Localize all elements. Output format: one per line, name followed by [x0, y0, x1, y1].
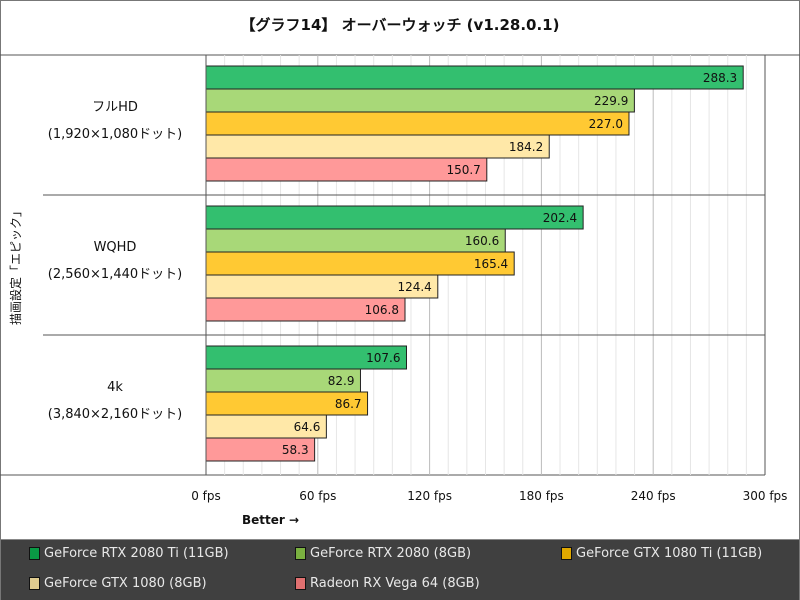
- data-label: 86.7: [335, 397, 362, 411]
- data-label: 229.9: [594, 94, 628, 108]
- legend-swatch: [295, 547, 306, 560]
- legend-swatch: [29, 577, 40, 590]
- x-tick-label: 300 fps: [743, 489, 788, 503]
- legend-label: Radeon RX Vega 64 (8GB): [310, 576, 480, 591]
- legend-swatch: [295, 577, 306, 590]
- legend-item: GeForce GTX 1080 (8GB): [29, 576, 207, 591]
- category-label: 4k: [107, 380, 123, 395]
- legend-item: GeForce RTX 2080 (8GB): [295, 546, 471, 561]
- data-label: 124.4: [397, 280, 431, 294]
- legend-label: GeForce RTX 2080 Ti (11GB): [44, 546, 229, 561]
- x-axis-label: Better →: [242, 513, 299, 527]
- legend-item: Radeon RX Vega 64 (8GB): [295, 576, 480, 591]
- data-label: 184.2: [509, 140, 543, 154]
- category-sublabel: (2,560×1,440ドット): [48, 267, 182, 282]
- category-sublabel: (1,920×1,080ドット): [48, 127, 182, 142]
- y-axis-label: 描画設定「エピック」: [8, 205, 23, 325]
- bar: [205, 251, 515, 276]
- legend-item: GeForce RTX 2080 Ti (11GB): [29, 546, 229, 561]
- bar: [205, 88, 635, 113]
- chart-title: 【グラフ14】 オーバーウォッチ (v1.28.0.1): [240, 16, 560, 34]
- bar: [205, 65, 744, 90]
- bar: [205, 228, 506, 253]
- data-label: 107.6: [366, 351, 400, 365]
- x-tick-label: 120 fps: [407, 489, 452, 503]
- bar-chart: フルHD (1,920×1,080ドット) 288.3 229.9 227.0 184.2…: [0, 54, 800, 527]
- legend-label: GeForce RTX 2080 (8GB): [310, 546, 472, 561]
- bar: [205, 157, 488, 182]
- data-label: 160.6: [465, 234, 499, 248]
- data-label: 106.8: [365, 303, 399, 317]
- category-label: WQHD: [94, 240, 137, 255]
- data-label: 202.4: [543, 211, 577, 225]
- category-label: フルHD: [92, 100, 138, 115]
- data-label: 150.7: [446, 163, 480, 177]
- x-tick-label: 0 fps: [191, 489, 221, 503]
- data-label: 64.6: [294, 420, 321, 434]
- data-label: 82.9: [328, 374, 355, 388]
- category-sublabel: (3,840×2,160ドット): [48, 407, 182, 422]
- bar: [205, 111, 630, 136]
- bar: [205, 205, 584, 230]
- legend-label: GeForce GTX 1080 Ti (11GB): [576, 546, 763, 561]
- legend: GeForce RTX 2080 Ti (11GB) GeForce RTX 20…: [1, 539, 799, 600]
- legend-swatch: [561, 547, 572, 560]
- bar: [205, 134, 550, 159]
- legend-label: GeForce GTX 1080 (8GB): [44, 576, 207, 591]
- legend-swatch: [29, 547, 40, 560]
- x-tick-label: 60 fps: [299, 489, 336, 503]
- data-label: 58.3: [282, 443, 309, 457]
- data-label: 227.0: [589, 117, 623, 131]
- x-tick-label: 180 fps: [519, 489, 564, 503]
- legend-item: GeForce GTX 1080 Ti (11GB): [561, 546, 762, 561]
- data-label: 288.3: [703, 71, 737, 85]
- data-label: 165.4: [474, 257, 508, 271]
- x-tick-label: 240 fps: [631, 489, 676, 503]
